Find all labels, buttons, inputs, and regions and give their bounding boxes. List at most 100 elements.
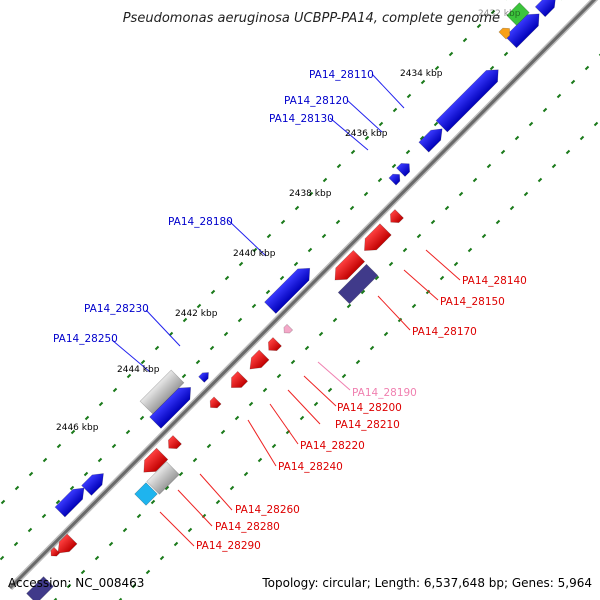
gc-dot (416, 233, 422, 239)
gc-dot (335, 219, 341, 225)
gene-arrow-pa14-28290 (134, 482, 158, 506)
gc-dot (27, 527, 33, 533)
gc-dot (336, 163, 342, 169)
gene-arrow-pa14-28280 (146, 461, 180, 495)
gene-label: PA14_28200 (337, 402, 402, 414)
gc-dot (293, 261, 299, 267)
gene-arrow-pa14-28200 (268, 337, 282, 351)
gc-dot (145, 569, 151, 575)
gc-dot (252, 247, 258, 253)
gene-arrow-top (534, 0, 557, 18)
gene-label: PA14_28150 (440, 296, 505, 308)
gc-dot (391, 163, 397, 169)
gc-dot (360, 289, 366, 295)
leader-line (287, 389, 321, 425)
gc-dot (346, 303, 352, 309)
gc-dot (433, 121, 439, 127)
gc-dot (304, 345, 310, 351)
gc-dot (332, 317, 338, 323)
gc-dot (458, 191, 464, 197)
gc-dot (53, 597, 58, 600)
gc-dot (159, 555, 165, 561)
gc-dot (425, 289, 431, 295)
gc-dot (299, 415, 305, 421)
gc-dot (251, 303, 257, 309)
gc-dot (584, 65, 590, 71)
leader-line (145, 309, 181, 347)
genome-summary-text: Topology: circular; Length: 6,537,648 bp… (261, 576, 592, 590)
gc-dot (248, 401, 254, 407)
gc-dot (178, 471, 184, 477)
gc-dot (290, 359, 296, 365)
gene-arrow-pa14-28140 (390, 209, 404, 223)
gc-dot (206, 443, 212, 449)
gc-dot (13, 541, 19, 547)
gc-dot (453, 261, 459, 267)
gc-dot (126, 373, 132, 379)
gc-dot (28, 471, 34, 477)
gc-dot (150, 499, 156, 505)
gene-arrow-pa14-28180 (264, 267, 311, 314)
leader-line (159, 511, 195, 547)
gc-dot (154, 345, 160, 351)
gc-dot (139, 415, 145, 421)
gene-arrow-pa14-28210 (249, 349, 270, 370)
gc-dot (243, 471, 249, 477)
gc-dot (537, 177, 543, 183)
gc-dot (80, 569, 86, 575)
gene-arrow-pa14-28120 (418, 128, 443, 153)
gc-dot (265, 289, 271, 295)
gc-dot (164, 485, 170, 491)
genome-backbone (7, 0, 599, 591)
gc-dot (224, 275, 230, 281)
gene-arrow-orange (498, 27, 511, 40)
gc-dot (355, 359, 361, 365)
gc-dot (349, 205, 355, 211)
gene-label: PA14_28220 (300, 440, 365, 452)
gene-arrow-pa14-28130a (396, 163, 410, 177)
gene-arrow-bottom-red (57, 533, 78, 554)
leader-line (346, 99, 383, 133)
gc-dot (98, 401, 104, 407)
gc-dot (378, 121, 384, 127)
gc-dot (280, 219, 286, 225)
genome-title: Pseudomonas aeruginosa UCBPP-PA14, compl… (123, 11, 500, 26)
gene-arrow-pa14-28170 (337, 263, 379, 305)
gc-dot (350, 149, 356, 155)
gene-label: PA14_28140 (462, 275, 527, 287)
gc-dot (579, 135, 585, 141)
label-leader-lines (111, 73, 461, 547)
gene-arrow-pa14-28260 (143, 447, 169, 473)
gc-dot (70, 429, 76, 435)
gc-dot (266, 233, 272, 239)
gc-dot (131, 583, 137, 589)
gc-dot (509, 205, 515, 211)
gene-label: PA14_28260 (235, 504, 300, 516)
gene-arrow-pa14-28220 (231, 370, 249, 388)
gc-dot (419, 135, 425, 141)
gc-dot (439, 275, 445, 281)
gc-dot (377, 177, 383, 183)
gc-dot (392, 107, 398, 113)
gene-label: PA14_28250 (53, 333, 118, 345)
gc-dot (209, 345, 215, 351)
gc-dot (210, 289, 216, 295)
gc-dot (318, 331, 324, 337)
leader-line (199, 473, 233, 511)
gc-dot (192, 457, 198, 463)
gene-label: PA14_28180 (168, 216, 233, 228)
gc-dot (500, 149, 506, 155)
gc-dot (0, 499, 6, 505)
gc-dot (402, 247, 408, 253)
gc-dot (593, 121, 599, 127)
gene-arrow-pa14-28160 (334, 249, 366, 281)
gc-dot (0, 555, 5, 561)
gc-dot (489, 65, 495, 71)
gc-dot (181, 373, 187, 379)
gc-dot (271, 443, 277, 449)
gc-dot (262, 387, 268, 393)
kbp-tick-label: 2440 kbp (233, 249, 276, 259)
gc-dot (173, 541, 179, 547)
gc-dot (420, 79, 426, 85)
